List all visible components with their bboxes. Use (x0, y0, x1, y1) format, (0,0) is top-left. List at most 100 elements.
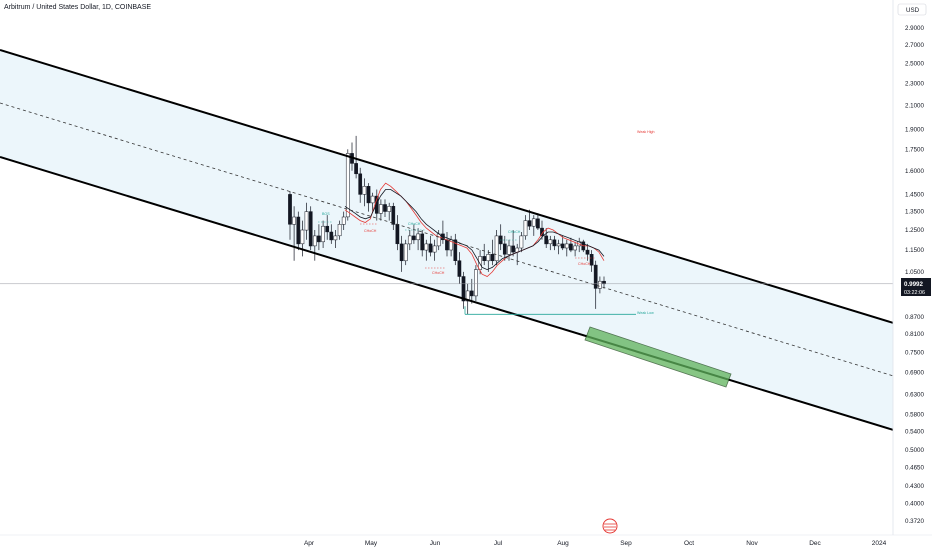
candle-body (556, 243, 561, 247)
time-axis-ticks: Apr May Jun Jul Aug Sep Oct Nov Dec 2024 (304, 540, 887, 547)
channel-upper-line (0, 49, 901, 326)
candle-body (536, 218, 540, 229)
annotation-choch-3: CHoCH (432, 271, 445, 275)
currency-button[interactable] (897, 3, 927, 16)
candle-body (308, 211, 313, 247)
price-tick-label: 0.5800 (905, 411, 924, 418)
price-badge-countdown: 03:22:06 (904, 290, 925, 296)
candle-body (312, 235, 317, 247)
annotation-weak-high: Weak High (637, 130, 655, 134)
candle-body (502, 243, 507, 255)
candle-body (337, 224, 342, 237)
candle-body (564, 243, 569, 249)
time-tick-label: Oct (684, 540, 694, 547)
candle-body (511, 245, 515, 253)
time-tick-label: Aug (557, 540, 569, 547)
candle-body (523, 220, 528, 237)
price-tick-label: 0.5400 (905, 429, 924, 436)
candle-body (424, 243, 429, 251)
chart-title: Arbitrum / United States Dollar, 1D, COI… (4, 4, 152, 11)
time-tick-label: Jun (430, 540, 441, 547)
candle-body (300, 229, 305, 245)
time-tick-label: Apr (304, 540, 315, 547)
candle-body (569, 243, 573, 251)
candle-body (457, 260, 462, 277)
price-tick-label: 2.5000 (905, 61, 924, 68)
price-axis-bg (893, 0, 932, 550)
ma-red-line (344, 182, 605, 277)
price-tick-label: 2.9000 (905, 25, 924, 32)
candle-body (370, 195, 375, 204)
annotation-dashes (318, 221, 595, 269)
time-tick-label: Jul (494, 540, 503, 547)
price-tick-label: 1.2500 (905, 227, 924, 234)
price-tick-label: 0.4000 (905, 501, 924, 508)
candle-body (354, 163, 358, 175)
candle-body (478, 256, 482, 270)
candle-body (341, 216, 346, 225)
price-tick-label: 0.7500 (905, 350, 924, 357)
candle-body (395, 224, 400, 245)
price-tick-label: 0.4300 (905, 483, 924, 490)
candle-body (552, 239, 557, 247)
annotation-choch-1: CHoCH (364, 229, 377, 233)
channel-lower-line (0, 156, 901, 433)
candle-body (585, 249, 590, 255)
candle-body (527, 220, 532, 227)
price-tick-label: 1.4500 (905, 191, 924, 198)
price-tick-label: 0.4650 (905, 464, 924, 471)
candle-body (482, 256, 487, 261)
price-tick-label: 0.8700 (905, 314, 924, 321)
target-zone (584, 326, 732, 388)
price-tick-label: 2.7000 (905, 42, 924, 49)
price-tick-label: 0.5000 (905, 447, 924, 454)
candle-body (432, 245, 437, 253)
channel-mid-line (0, 102, 901, 379)
price-tick-label: 1.7500 (905, 146, 924, 153)
candle-body (345, 153, 350, 218)
candle-body (412, 235, 416, 241)
price-tick-label: 0.6900 (905, 370, 924, 377)
candle-body (445, 239, 449, 251)
price-tick-label: 1.3500 (905, 209, 924, 216)
candle-body (416, 233, 420, 241)
time-tick-label: 2024 (872, 540, 887, 547)
candle-body (544, 235, 549, 245)
candle-body (589, 254, 594, 266)
price-tick-label: 1.1500 (905, 247, 924, 254)
candle-body (548, 239, 553, 245)
candle-body (391, 206, 396, 225)
annotation-choch-4: CHoCH (508, 230, 521, 234)
candle-body (507, 245, 511, 255)
candle-body (519, 235, 524, 249)
candle-body (474, 269, 478, 297)
candle-body (317, 235, 321, 243)
candle-body (288, 194, 292, 225)
candle-body (494, 235, 499, 262)
candle-body (333, 235, 338, 241)
time-tick-label: Nov (746, 540, 758, 547)
annotation-choch-2: CHoCH (408, 222, 421, 226)
candle-body (383, 204, 387, 212)
time-tick-label: Dec (809, 540, 821, 547)
price-tick-label: 2.3000 (905, 81, 924, 88)
candle-body (598, 280, 602, 289)
price-tick-label: 1.9000 (905, 127, 924, 134)
candle-body (362, 186, 367, 195)
annotation-bos: BOS (322, 212, 330, 216)
price-axis-ticks: 2.9000 2.7000 2.5000 2.3000 2.1000 1.9000 1.75… (905, 25, 924, 525)
candle-body (329, 231, 334, 241)
candle-body (469, 290, 474, 297)
price-tick-label: 0.6300 (905, 392, 924, 399)
candle-body (428, 243, 433, 253)
candle-body (486, 254, 491, 262)
candle-body (560, 243, 565, 249)
candle-body (296, 216, 301, 245)
candle-body (292, 216, 296, 225)
candle-body (403, 243, 408, 262)
candle-body (531, 218, 536, 227)
candle-body (358, 173, 363, 195)
candle-body (602, 280, 606, 285)
